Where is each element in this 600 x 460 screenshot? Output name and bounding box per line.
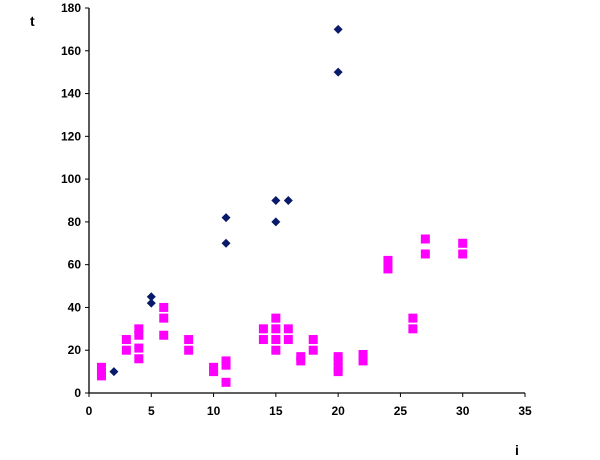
x-tick-label: 10 — [207, 404, 221, 418]
y-tick-label: 160 — [61, 44, 81, 58]
x-tick-label: 30 — [456, 404, 470, 418]
x-tick-label: 25 — [394, 404, 408, 418]
data-point-square — [408, 324, 418, 334]
data-point-diamond — [271, 217, 281, 227]
data-point-square — [383, 255, 393, 265]
data-point-diamond — [109, 367, 119, 377]
data-point-square — [420, 234, 430, 244]
data-point-square — [458, 249, 468, 259]
data-point-square — [96, 362, 106, 372]
data-point-diamond — [333, 24, 343, 34]
data-point-square — [308, 345, 318, 355]
data-points — [96, 24, 468, 387]
x-tick-label: 20 — [331, 404, 345, 418]
data-point-square — [258, 335, 268, 345]
data-point-diamond — [146, 298, 156, 308]
data-point-square — [271, 324, 281, 334]
data-point-square — [134, 324, 144, 334]
data-point-square — [121, 345, 131, 355]
data-point-square — [383, 264, 393, 274]
y-tick-label: 40 — [68, 300, 82, 314]
data-point-square — [358, 350, 368, 359]
data-point-square — [271, 345, 281, 355]
data-point-square — [458, 238, 468, 248]
data-point-square — [134, 354, 144, 364]
y-axis-title: t — [30, 13, 35, 29]
data-point-square — [333, 352, 343, 362]
data-point-square — [271, 335, 281, 345]
data-point-diamond — [271, 196, 281, 205]
data-point-square — [408, 313, 418, 323]
y-tick-label: 180 — [61, 1, 81, 15]
data-point-square — [333, 362, 343, 372]
data-point-square — [358, 356, 368, 366]
x-tick-label: 5 — [148, 404, 155, 418]
y-tick-label: 20 — [68, 343, 82, 357]
data-point-square — [159, 330, 169, 340]
data-point-square — [96, 371, 106, 381]
y-tick-label: 100 — [61, 172, 81, 186]
data-point-diamond — [283, 196, 293, 205]
data-point-square — [258, 324, 268, 334]
data-point-square — [420, 249, 430, 259]
data-point-square — [308, 335, 318, 345]
y-tick-label: 60 — [68, 258, 82, 272]
y-tick-label: 0 — [74, 386, 81, 400]
y-tick-label: 80 — [68, 215, 82, 229]
x-axis-title: i — [515, 442, 519, 458]
data-point-square — [283, 324, 293, 334]
data-point-square — [134, 330, 144, 340]
x-tick-label: 0 — [86, 404, 93, 418]
data-point-diamond — [333, 67, 343, 77]
data-point-square — [221, 377, 231, 387]
data-point-square — [296, 352, 306, 362]
ticks: 0 20 40 60 80 100 120 140 160 180 0 5 10 15 20 25 30 35 — [61, 1, 532, 418]
data-point-square — [159, 313, 169, 323]
data-point-square — [209, 362, 219, 372]
data-point-diamond — [146, 292, 156, 302]
data-point-square — [184, 345, 194, 355]
data-point-square — [184, 335, 194, 345]
y-tick-label: 140 — [61, 87, 81, 101]
data-point-square — [121, 335, 131, 345]
data-point-square — [159, 302, 169, 312]
x-tick-label: 35 — [518, 404, 532, 418]
data-point-square — [283, 335, 293, 345]
data-point-square — [221, 356, 231, 366]
data-point-diamond — [221, 213, 231, 223]
y-tick-label: 120 — [61, 129, 81, 143]
data-point-diamond — [221, 238, 231, 248]
data-point-square — [134, 343, 144, 353]
x-tick-label: 15 — [269, 404, 283, 418]
data-point-square — [271, 313, 281, 323]
axes — [88, 8, 525, 394]
